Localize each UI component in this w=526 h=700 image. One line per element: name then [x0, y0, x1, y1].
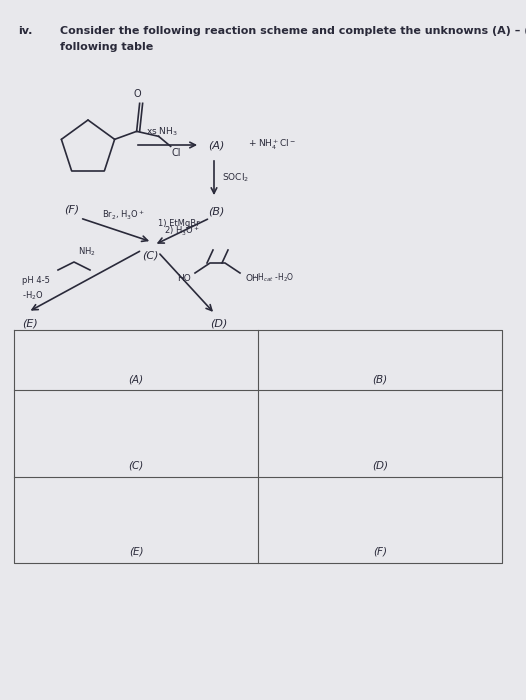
- Text: Consider the following reaction scheme and complete the unknowns (A) – (E) on th: Consider the following reaction scheme a…: [60, 26, 526, 36]
- Text: NH$_2$: NH$_2$: [78, 246, 96, 258]
- Text: pH 4-5: pH 4-5: [22, 276, 50, 285]
- Text: SOCl$_2$: SOCl$_2$: [222, 172, 249, 184]
- Text: (E): (E): [129, 547, 143, 557]
- Text: Cl: Cl: [171, 148, 181, 158]
- Text: O: O: [134, 90, 141, 99]
- Text: following table: following table: [60, 42, 153, 52]
- Text: OH: OH: [245, 274, 259, 283]
- Text: -H$_2$O: -H$_2$O: [22, 289, 44, 302]
- Text: 2) H$_3$O$^+$: 2) H$_3$O$^+$: [164, 225, 200, 238]
- Text: (A): (A): [208, 140, 225, 150]
- Text: · H$_{cat}$ -H$_2$O: · H$_{cat}$ -H$_2$O: [253, 272, 295, 284]
- Text: (D): (D): [210, 318, 227, 328]
- Text: (F): (F): [64, 205, 79, 215]
- Text: Br$_2$, H$_3$O$^+$: Br$_2$, H$_3$O$^+$: [102, 209, 145, 222]
- Text: (E): (E): [22, 318, 38, 328]
- Text: + NH$_4^+$Cl$^-$: + NH$_4^+$Cl$^-$: [248, 138, 296, 152]
- Text: iv.: iv.: [18, 26, 33, 36]
- Text: (A): (A): [128, 374, 144, 384]
- Text: (F): (F): [373, 547, 387, 557]
- Text: (D): (D): [372, 461, 388, 471]
- Text: HO: HO: [177, 274, 191, 283]
- Text: xs NH$_3$: xs NH$_3$: [146, 125, 178, 138]
- Text: (C): (C): [128, 461, 144, 471]
- Text: (B): (B): [372, 374, 388, 384]
- Text: (B): (B): [208, 207, 225, 217]
- Text: (C): (C): [141, 250, 158, 260]
- Text: 1) EtMgBr: 1) EtMgBr: [158, 219, 200, 228]
